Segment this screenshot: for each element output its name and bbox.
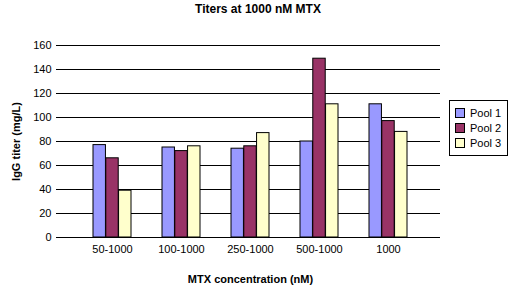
svg-text:MTX concentration (nM): MTX concentration (nM) xyxy=(188,273,314,285)
html-text:Titers at 1000 nM MTX: Titers at 1000 nM MTX xyxy=(195,2,321,16)
svg-text:IgG titer (mg/L): IgG titer (mg/L) xyxy=(10,102,22,181)
svg-text:140: 140 xyxy=(33,63,51,75)
svg-text:50-1000: 50-1000 xyxy=(92,243,132,255)
svg-text:120: 120 xyxy=(33,87,51,99)
svg-text:500-1000: 500-1000 xyxy=(296,243,343,255)
svg-text:160: 160 xyxy=(33,39,51,51)
svg-text:100: 100 xyxy=(33,111,51,123)
svg-text:20: 20 xyxy=(39,207,51,219)
svg-text:40: 40 xyxy=(39,183,51,195)
svg-text:80: 80 xyxy=(39,135,51,147)
svg-text:60: 60 xyxy=(39,159,51,171)
html-text:Pool 3: Pool 3 xyxy=(470,137,502,149)
svg-text:1000: 1000 xyxy=(376,243,400,255)
svg-text:0: 0 xyxy=(45,231,51,243)
html-text:Pool 2: Pool 2 xyxy=(470,122,502,134)
html-text:Pool 1: Pool 1 xyxy=(470,107,502,119)
svg-text:250-1000: 250-1000 xyxy=(227,243,274,255)
svg-text:100-1000: 100-1000 xyxy=(158,243,205,255)
